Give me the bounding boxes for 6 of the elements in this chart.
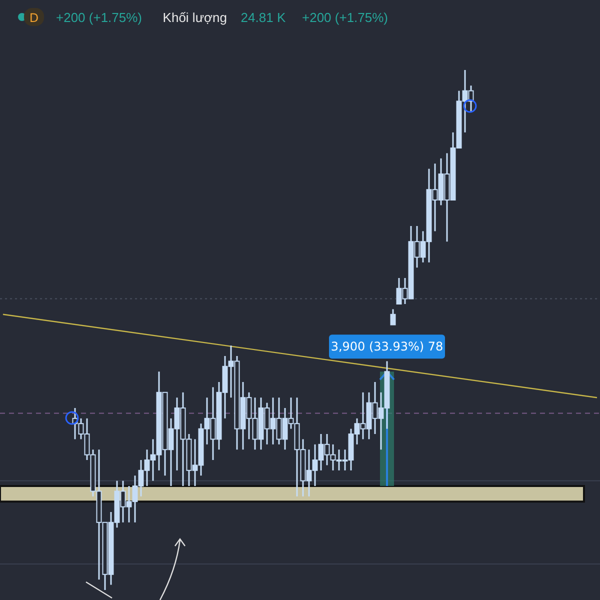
text: D (29, 11, 39, 25)
text: +200 (+1.75%) (56, 10, 142, 25)
text: 24.81 K (240, 10, 286, 25)
text: +200 (+1.75%) (302, 10, 388, 25)
text: Khối lượng (162, 10, 228, 25)
annotation: 3,900 (33.93%) 78 (330, 340, 444, 354)
